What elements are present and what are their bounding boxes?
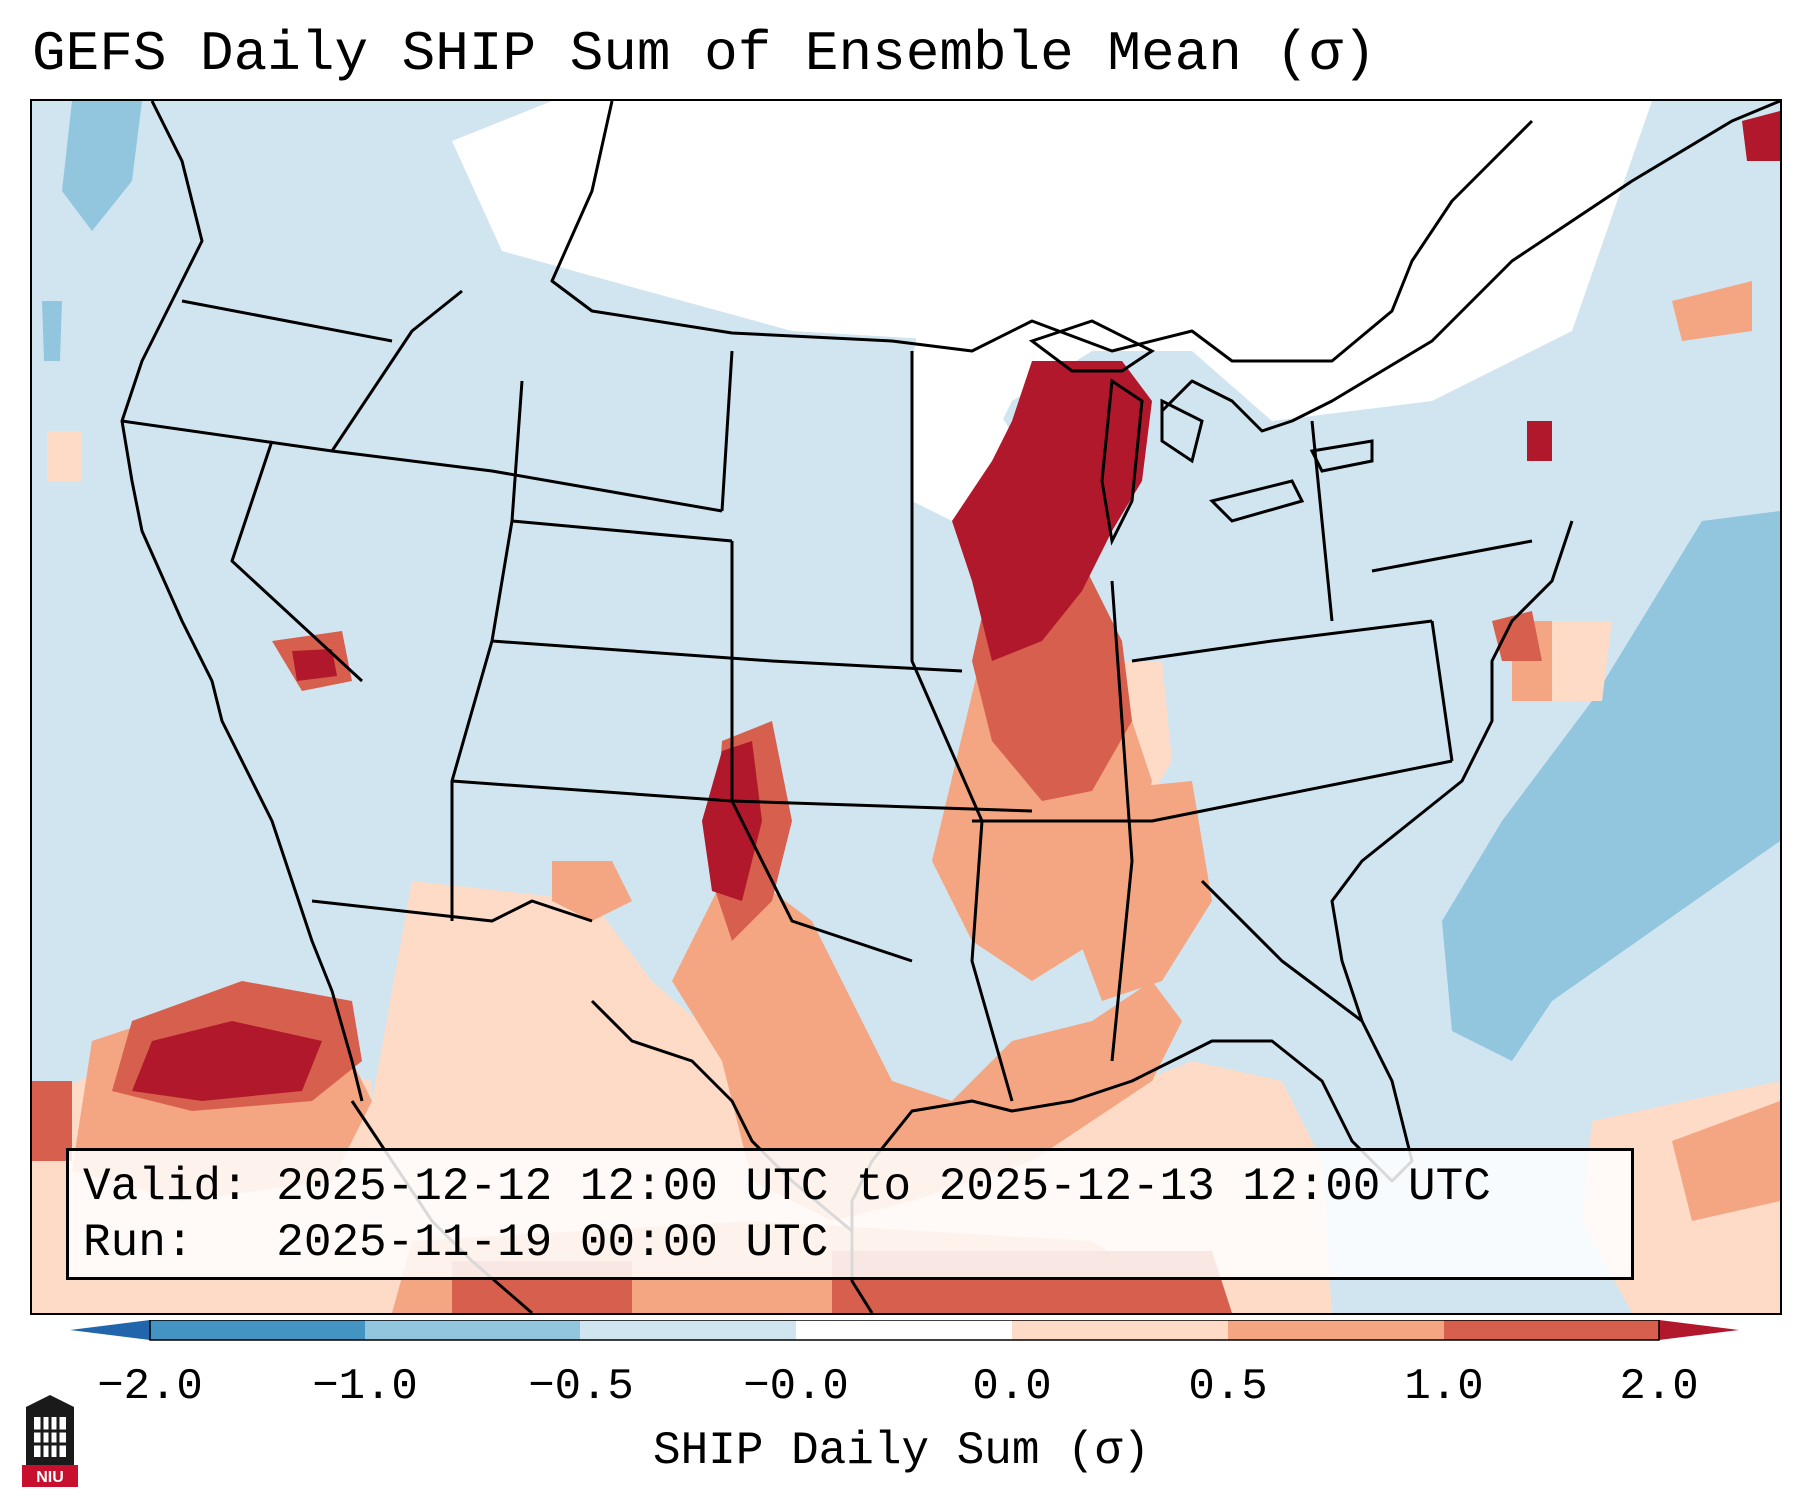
neutral-regions [452,101,1652,531]
ut-wy-border [511,519,733,543]
valid-time-text: Valid: 2025-12-12 12:00 UTC to 2025-12-1… [83,1161,1491,1213]
wy-mt-border [720,350,734,512]
canada-border [550,101,1534,363]
lake-huron [1160,398,1204,464]
northeast-coastline [1160,101,1780,433]
colorbar-tick: −2.0 [97,1362,203,1412]
lake-superior [1028,319,1155,373]
colorbar-segment-3 [580,1320,796,1340]
colorbar-tick: 2.0 [1619,1362,1699,1412]
colorbar-tick: 0.5 [1188,1362,1268,1412]
pa-ny-border [1371,539,1533,573]
va-nc-border [1430,620,1454,762]
ca-nv-border [230,440,364,683]
colorbar-segment-5 [1012,1320,1228,1340]
colorbar-max-arrow [1659,1320,1739,1340]
logo-text: NIU [36,1469,64,1486]
negative-anomaly-regions [42,101,1780,1061]
in-al-line [1110,580,1134,1062]
utah-az-line [450,380,524,921]
colorbar-segment-4 [796,1320,1012,1340]
map-title: GEFS Daily SHIP Sum of Ensemble Mean (σ) [32,22,1377,86]
mexico-border [311,899,593,923]
colorbar-frame [149,1320,1660,1341]
colorbar-segment-7 [1444,1320,1659,1340]
lake-ontario [1309,439,1374,473]
map-panel [30,99,1782,1315]
great-lakes [1028,319,1374,546]
colorbar-tick: −1.0 [312,1362,418,1412]
valid-run-info-box: Valid: 2025-12-12 12:00 UTC to 2025-12-1… [66,1148,1634,1280]
colorbar-label: SHIP Daily Sum (σ) [653,1425,1150,1477]
run-time-text: Run: 2025-11-19 00:00 UTC [83,1217,829,1269]
idaho-border [330,289,463,452]
oh-river-line [1131,619,1433,663]
colorbar-min-arrow [70,1320,150,1340]
colorbar-segment-6 [1228,1320,1444,1340]
map-canvas [32,101,1780,1313]
wa-or-border [181,299,393,343]
colorbar-tick: −0.5 [528,1362,634,1412]
colorbar-tick: 1.0 [1404,1362,1484,1412]
lake-erie [1209,479,1305,523]
peak-positive-regions [132,111,1780,1101]
colorbar [70,1320,1739,1341]
colorbar-tick: 0.0 [972,1362,1052,1412]
or-ca-border [121,419,723,513]
pacific-coastline [120,101,364,1102]
colorbar-segment-1 [150,1320,365,1340]
niu-logo: NIU [22,1395,78,1487]
lake-michigan [1100,378,1144,546]
ok-tx-border [730,800,913,963]
co-ks-line [491,639,963,673]
colorbar-tick: −0.0 [743,1362,849,1412]
tn-line [972,759,1453,823]
ga-line [1200,879,1363,1023]
colorbar-segment-2 [365,1320,580,1340]
